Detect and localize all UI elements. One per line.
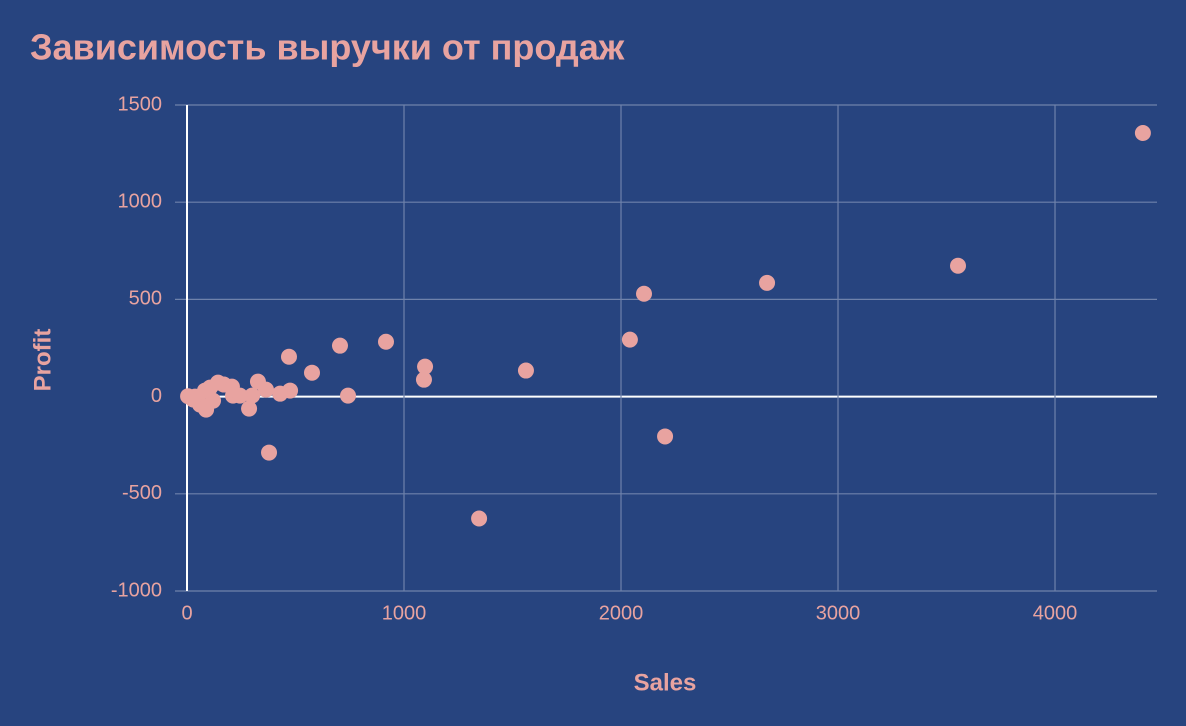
point xyxy=(241,400,258,417)
y-tick-label: 0 xyxy=(151,385,162,407)
x-axis-label: Sales xyxy=(634,669,697,696)
point xyxy=(1134,124,1151,141)
point xyxy=(303,364,320,381)
point xyxy=(636,285,653,302)
point xyxy=(331,337,348,354)
y-axis-label: Profit xyxy=(29,329,56,392)
point xyxy=(471,510,488,527)
point xyxy=(377,333,394,350)
point xyxy=(657,428,674,445)
chart-title: Зависимость выручки от продаж xyxy=(30,27,625,68)
y-tick-label: 1000 xyxy=(118,190,163,212)
point xyxy=(261,444,278,461)
point xyxy=(950,257,967,274)
point xyxy=(340,387,357,404)
point xyxy=(417,358,434,375)
point xyxy=(280,348,297,365)
point xyxy=(185,391,202,408)
point xyxy=(272,385,289,402)
x-tick-label: 4000 xyxy=(1033,602,1078,624)
x-tick-label: 1000 xyxy=(382,602,427,624)
point xyxy=(257,381,274,398)
point xyxy=(415,371,432,388)
x-tick-label: 0 xyxy=(181,602,192,624)
point xyxy=(517,362,534,379)
x-tick-label: 2000 xyxy=(599,602,644,624)
y-tick-label: -500 xyxy=(122,482,162,504)
point xyxy=(231,387,248,404)
x-tick-label: 3000 xyxy=(816,602,861,624)
point xyxy=(244,387,261,404)
y-tick-label: 1500 xyxy=(118,93,163,115)
y-tick-label: 500 xyxy=(129,288,162,310)
point xyxy=(621,331,638,348)
y-tick-label: -1000 xyxy=(111,579,162,601)
point xyxy=(759,274,776,291)
point xyxy=(202,379,219,396)
